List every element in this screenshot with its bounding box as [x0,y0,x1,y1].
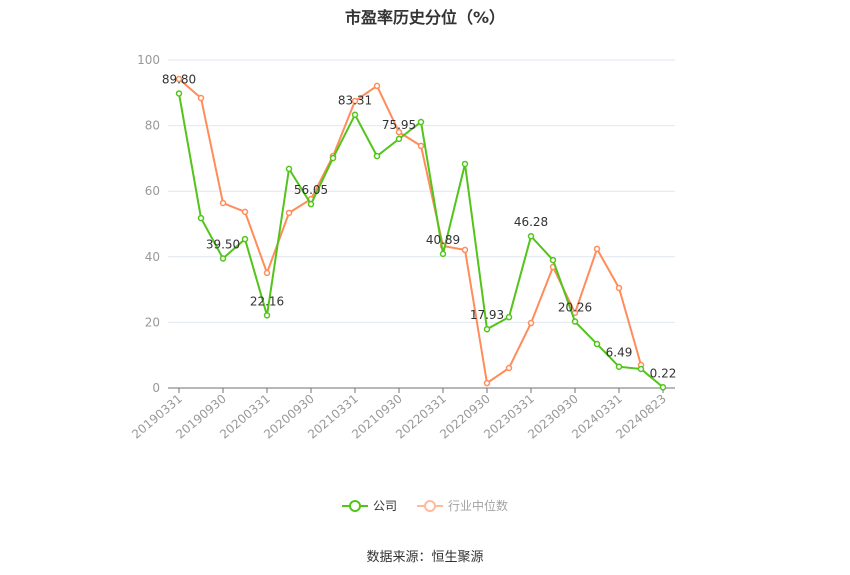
data-label: 89.80 [162,72,196,86]
data-point [417,142,425,150]
data-point [593,245,601,253]
legend-marker-icon [341,499,368,512]
data-label: 0.22 [650,366,677,380]
legend-label: 行业中位数 [448,499,509,513]
data-point [483,379,491,387]
data-point [219,255,227,262]
data-point [175,75,183,83]
data-point [549,256,557,264]
data-label: 39.50 [206,237,240,251]
data-label: 46.28 [514,215,548,229]
data-point [615,284,623,292]
data-point [395,128,403,136]
data-label: 20.26 [558,301,592,315]
data-point [527,319,535,327]
data-label: 40.89 [426,233,460,247]
source-note: 数据来源：恒生聚源 [366,550,484,565]
legend-item[interactable]: 公司 [341,497,397,514]
data-label: 75.95 [382,118,416,132]
data-point [439,250,447,258]
data-point [615,363,623,370]
y-tick-label: 0 [152,381,160,395]
legend-label: 公司 [372,499,397,513]
y-tick-label: 60 [145,184,160,198]
data-point [571,318,579,325]
data-point [373,152,381,160]
data-point [197,94,205,102]
data-point [241,208,249,216]
data-point [593,340,601,348]
legend-item[interactable]: 行业中位数 [417,497,508,514]
data-point [219,199,227,207]
data-point [197,214,205,222]
data-point [373,82,381,90]
data-point [505,313,513,321]
data-point [263,312,271,319]
data-point [395,135,403,143]
legend: 公司 行业中位数 [0,497,850,514]
data-point [461,246,469,254]
series-line-公司 [178,93,664,389]
y-tick-label: 20 [145,315,160,329]
data-point [417,118,425,126]
data-point [659,384,667,391]
data-point [637,365,645,373]
data-point [461,160,469,168]
data-point [307,200,315,208]
y-tick-label: 100 [137,53,160,67]
y-tick-label: 80 [145,119,160,133]
data-label: 83.31 [338,94,372,108]
chart-title: 市盈率历史分位（%） [344,8,506,27]
data-point [505,364,513,372]
data-label: 56.05 [294,183,328,197]
data-point [175,90,183,97]
y-tick-label: 40 [145,250,160,264]
data-point [285,165,293,173]
data-point [263,269,271,277]
data-point [351,97,359,105]
data-label: 6.49 [606,346,633,360]
data-point [329,154,337,162]
data-point [527,232,535,240]
legend-marker-icon [417,499,443,512]
data-point [351,111,359,118]
data-point [285,209,293,217]
data-label: 22.16 [250,294,284,308]
data-point [241,235,249,243]
line-chart: 0204060801002019033120190930202003312020… [129,53,677,442]
data-label: 17.93 [470,308,504,322]
data-point [483,325,491,333]
